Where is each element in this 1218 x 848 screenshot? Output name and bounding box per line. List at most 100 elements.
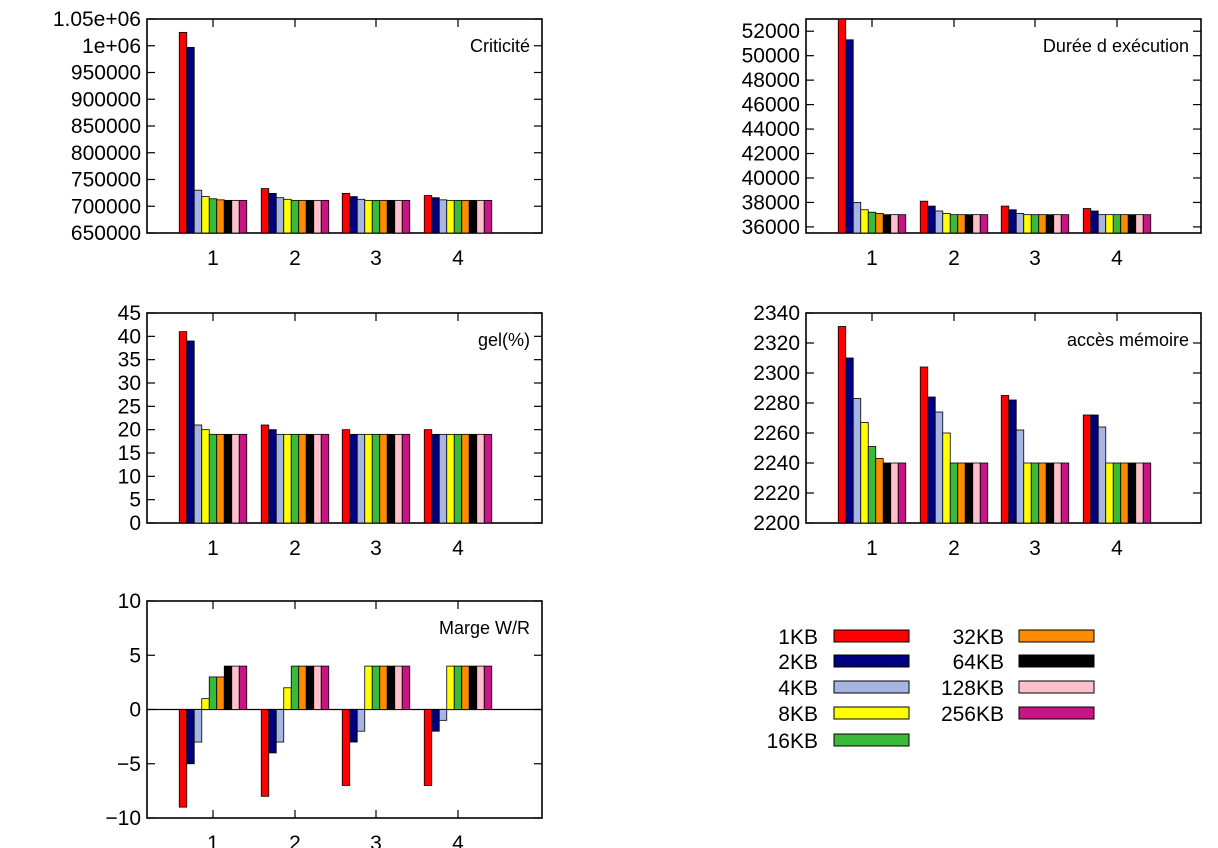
bar — [1038, 214, 1047, 234]
y-tick-label: 35 — [118, 349, 141, 372]
x-tick-label: 4 — [452, 537, 464, 560]
bar — [1090, 414, 1099, 524]
legend-item: 16KB — [767, 730, 910, 753]
bar — [283, 687, 292, 710]
bar — [1000, 395, 1010, 524]
legend-label: 4KB — [778, 677, 818, 700]
bar — [1060, 214, 1070, 234]
bar — [1053, 462, 1062, 524]
bar — [438, 709, 448, 721]
bar — [949, 462, 959, 524]
bar — [1120, 462, 1129, 524]
bar — [275, 433, 285, 524]
bar — [364, 665, 373, 710]
bar — [453, 199, 463, 234]
y-tick-label: 0 — [129, 512, 141, 535]
y-tick-label: 45 — [118, 302, 141, 325]
y-tick-label: 850000 — [71, 115, 141, 138]
y-tick-label: 50000 — [742, 45, 800, 68]
panel-title: gel(%) — [478, 330, 530, 350]
bar — [231, 199, 240, 234]
legend-swatch — [1018, 680, 1095, 694]
bar — [1023, 462, 1032, 524]
bar — [1008, 399, 1017, 524]
legend-item: 128KB — [941, 677, 1095, 700]
y-tick-label: 0 — [129, 699, 141, 722]
legend-label: 16KB — [767, 730, 818, 753]
bar — [423, 709, 433, 786]
bar — [1090, 210, 1099, 234]
legend-label: 8KB — [778, 703, 818, 726]
bar — [927, 205, 936, 234]
bar — [290, 433, 300, 524]
bar — [260, 188, 270, 234]
bar — [957, 462, 966, 524]
legend-label: 32KB — [953, 626, 1004, 649]
y-tick-label: 2320 — [753, 332, 800, 355]
bar — [201, 698, 210, 710]
bar — [298, 665, 307, 710]
x-tick-label: 2 — [289, 247, 301, 270]
bar — [208, 433, 218, 524]
bar — [476, 199, 485, 234]
bar — [919, 200, 929, 234]
bar — [401, 433, 411, 524]
bar — [305, 199, 315, 234]
y-tick-label: 900000 — [71, 88, 141, 111]
bar — [934, 210, 944, 234]
bar — [453, 433, 463, 524]
bar — [208, 676, 218, 710]
bar — [875, 458, 884, 524]
x-tick-label: 3 — [370, 247, 382, 270]
bar — [1045, 462, 1055, 524]
bar — [1105, 214, 1114, 234]
bar — [1142, 462, 1152, 524]
bar — [201, 429, 210, 524]
bar — [972, 214, 981, 234]
bar — [476, 665, 485, 710]
bar — [1127, 214, 1137, 234]
bar — [216, 676, 225, 710]
bar — [927, 396, 936, 524]
y-tick-label: 800000 — [71, 142, 141, 165]
bar — [867, 446, 877, 524]
bar — [890, 462, 899, 524]
x-tick-label: 4 — [1111, 247, 1123, 270]
bar — [1082, 414, 1092, 524]
bar — [860, 209, 869, 234]
bar — [845, 39, 854, 234]
y-tick-label: 2260 — [753, 422, 800, 445]
bar — [379, 433, 388, 524]
x-tick-label: 1 — [866, 247, 878, 270]
bar — [964, 462, 974, 524]
y-tick-label: 2340 — [753, 302, 800, 325]
y-tick-label: 2240 — [753, 452, 800, 475]
x-tick-label: 1 — [207, 247, 219, 270]
y-tick-label: 48000 — [742, 69, 800, 92]
bar — [483, 665, 493, 710]
bar — [186, 340, 195, 524]
bar — [401, 199, 411, 234]
bar — [431, 197, 440, 234]
bar — [1135, 214, 1144, 234]
bar — [979, 214, 989, 234]
bar — [283, 433, 292, 524]
bar — [882, 214, 892, 234]
bar — [313, 665, 322, 710]
y-tick-label: 950000 — [71, 62, 141, 85]
y-tick-label: 5 — [129, 489, 141, 512]
bar — [431, 433, 440, 524]
bar — [1112, 462, 1122, 524]
bar — [453, 665, 463, 710]
bar — [349, 709, 358, 743]
legend-item: 256KB — [941, 703, 1095, 726]
bar — [238, 433, 248, 524]
bar — [268, 193, 277, 234]
bar — [1135, 462, 1144, 524]
y-tick-label: 52000 — [742, 20, 800, 43]
bar — [178, 331, 188, 524]
legend-swatch — [833, 629, 910, 643]
bar — [1127, 462, 1137, 524]
y-tick-label: 2200 — [753, 512, 800, 535]
